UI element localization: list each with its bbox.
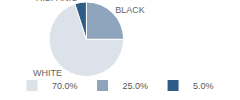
svg-text:HISPANIC: HISPANIC [36, 0, 78, 3]
svg-text:WHITE: WHITE [33, 68, 62, 78]
svg-text:70.0%: 70.0% [52, 81, 78, 91]
svg-text:25.0%: 25.0% [123, 81, 149, 91]
svg-text:BLACK: BLACK [115, 5, 145, 15]
svg-text:5.0%: 5.0% [193, 81, 214, 91]
